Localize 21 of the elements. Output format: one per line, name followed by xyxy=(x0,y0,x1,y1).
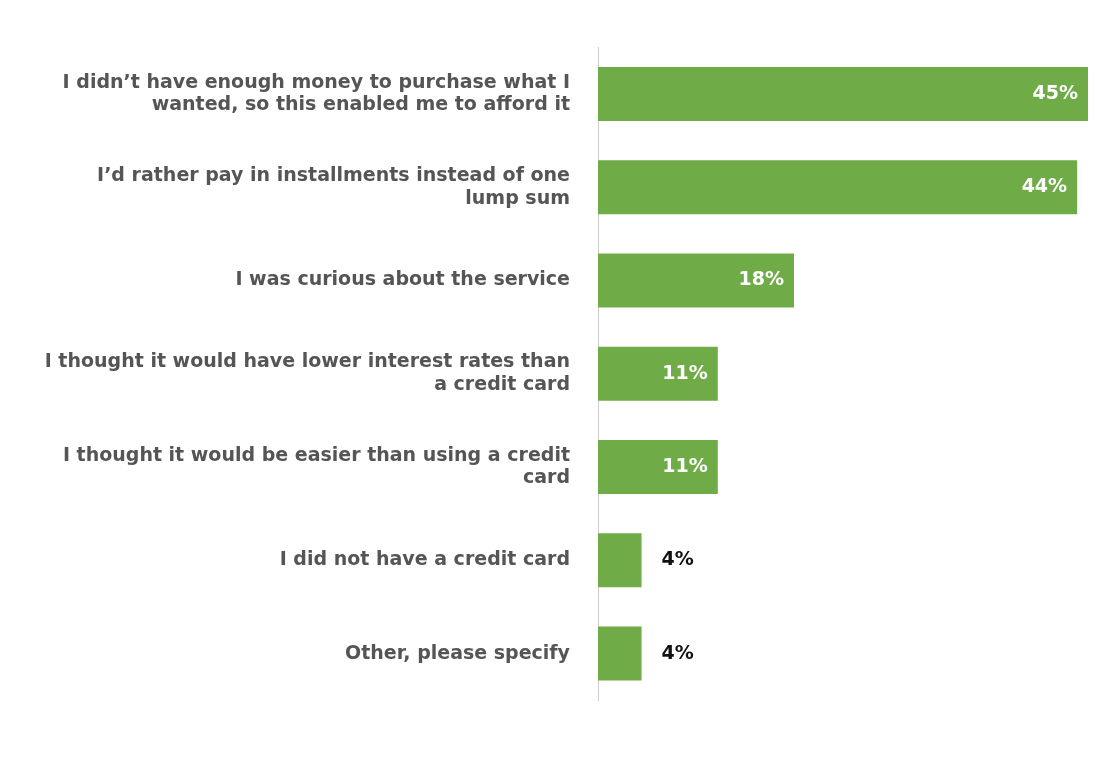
data-label: 18% xyxy=(738,267,784,290)
y-tick-label: I was curious about the service xyxy=(235,267,570,290)
bar xyxy=(598,626,642,681)
bar xyxy=(598,66,1088,122)
data-label: 4% xyxy=(661,547,694,570)
y-tick-label: Other, please specify xyxy=(345,640,571,663)
bar xyxy=(598,253,794,308)
bar xyxy=(598,346,718,401)
data-label: 45% xyxy=(1032,80,1078,103)
y-tick-label: I didn’t have enough money to purchase what I wanted, so this enabled me to afford it xyxy=(62,69,570,115)
bar xyxy=(598,160,1078,215)
y-tick-label: I thought it would have lower interest rates than a credit card xyxy=(44,349,570,395)
data-label: 11% xyxy=(662,453,708,476)
y-tick-label: I did not have a credit card xyxy=(279,547,570,570)
data-label: 4% xyxy=(661,640,694,663)
data-label: 11% xyxy=(662,360,708,383)
bar xyxy=(598,533,642,588)
y-tick-label: I’d rather pay in installments instead of one lump sum xyxy=(97,162,570,208)
data-label: 44% xyxy=(1021,174,1068,197)
bar xyxy=(598,440,718,495)
y-tick-label: I thought it would be easier than using a credit card xyxy=(62,442,570,488)
